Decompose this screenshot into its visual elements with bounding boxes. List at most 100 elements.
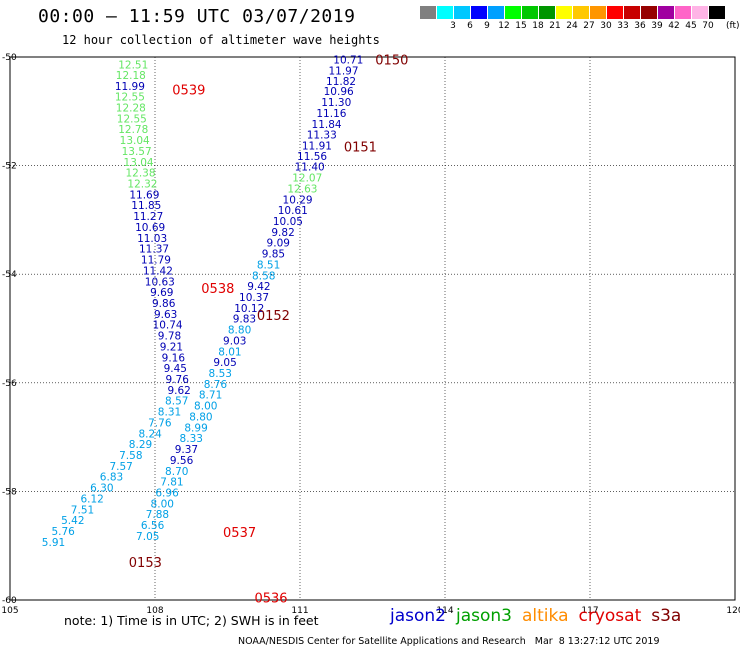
y-tick-label: -52 [2,162,17,172]
data-point-label-jason3: 12.18 [116,70,146,82]
color-scale-label: 45 [685,21,697,31]
x-tick-label: 105 [1,606,18,616]
legend: jason2 jason3 altika cryosat s3a [390,606,691,626]
data-point-label-jason3: 7.51 [71,504,94,516]
data-point-label-jason3: 7.57 [109,461,132,473]
data-point-label-jason2: 8.71 [199,390,222,402]
data-point-label-jason2: 6.96 [155,487,179,499]
color-scale-swatch [675,6,691,19]
data-point-label-jason2: 9.82 [271,227,294,239]
color-scale-label: 33 [617,21,629,31]
data-point-label-jason3: 13.04 [120,135,150,147]
data-point-label-jason2: 11.40 [295,162,325,174]
data-point-label-jason3: 11.27 [133,211,163,223]
data-point-label-jason3: 9.16 [162,352,186,364]
data-point-label-jason2: 6.56 [141,520,165,532]
pass-time-annotation: 0539 [172,84,205,99]
color-scale-label: 36 [634,21,646,31]
color-scale-swatch [607,6,623,19]
y-tick-label: -60 [2,596,17,606]
legend-item-s3a: s3a [651,606,682,626]
y-tick-label: -54 [2,270,17,280]
data-point-label-jason3: 7.76 [148,417,172,429]
data-point-label-jason3: 12.78 [118,124,148,136]
data-point-label-jason3: 11.99 [115,81,145,93]
data-point-label-jason2: 9.05 [213,357,236,369]
color-scale-label: 70 [702,21,714,31]
data-point-label-jason2: 8.01 [218,346,241,358]
data-point-label-jason2: 9.83 [233,314,256,326]
color-scale-label: 39 [651,21,663,31]
data-point-label-jason3: 6.30 [90,483,113,495]
data-point-label-jason2: 8.80 [189,411,212,423]
color-scale-swatch [641,6,657,19]
data-point-label-jason3: 9.45 [164,363,187,375]
data-point-label-jason2: 8.33 [180,433,203,445]
color-scale-swatch [658,6,674,19]
data-point-label-jason3: 10.74 [153,320,183,332]
data-point-label-jason2: 7.81 [160,477,183,489]
color-scale-label: 3 [450,21,456,31]
data-point-label-jason2: 11.30 [321,97,351,109]
color-scale-label: 24 [566,21,578,31]
data-point-label-jason2: 10.96 [324,86,354,98]
color-scale-swatch [454,6,470,19]
data-point-label-jason3: 12.28 [116,102,146,114]
data-point-label-jason2: 9.03 [223,335,246,347]
color-scale-label: 42 [668,21,680,31]
data-point-label-jason2: 9.09 [267,238,290,250]
pass-time-annotation: 0150 [375,54,408,69]
color-scale-swatch [437,6,453,19]
data-point-label-jason2: 11.82 [326,76,356,88]
data-point-label-jason3: 12.32 [127,179,157,191]
data-point-label-jason3: 10.63 [145,276,175,288]
plot-frame [9,56,736,601]
data-point-label-jason3: 6.83 [100,472,123,484]
data-point-label-jason2: 8.00 [194,401,217,413]
data-point-label-jason3: 8.24 [138,428,162,440]
data-point-label-jason2: 10.29 [283,194,313,206]
data-point-label-jason2: 8.99 [184,422,207,434]
data-point-label-jason2: 7.88 [146,509,169,521]
data-point-label-jason3: 9.78 [158,331,181,343]
color-scale-label: 15 [515,21,527,31]
x-tick-label: 111 [291,606,308,616]
data-point-label-jason3: 9.63 [154,309,177,321]
data-point-label-jason3: 12.51 [118,60,148,72]
y-tick-label: -56 [2,379,17,389]
data-point-label-jason2: 9.56 [170,455,194,467]
legend-item-jason2: jason2 [390,606,446,626]
data-point-label-jason2: 8.00 [151,498,174,510]
color-scale-swatch [709,6,725,19]
data-point-label-jason2: 11.16 [316,108,346,120]
color-scale-swatch [573,6,589,19]
color-scale-label: 18 [532,21,544,31]
data-point-label-jason2: 8.70 [165,466,188,478]
data-point-label-jason2: 9.42 [247,281,270,293]
data-point-label-jason2: 11.56 [297,151,327,163]
color-scale-swatch [471,6,487,19]
pass-time-annotation: 0538 [201,282,234,297]
color-scale-swatch [590,6,606,19]
x-tick-label: 120 [726,606,740,616]
data-point-label-jason2: 11.91 [302,141,332,153]
data-point-label-jason2: 9.37 [175,444,198,456]
x-tick-label: 108 [146,606,163,616]
y-tick-label: -58 [2,487,17,497]
data-point-label-jason2: 12.07 [292,173,322,185]
data-point-label-jason3: 9.86 [152,298,176,310]
chart-title: 00:00 – 11:59 UTC 03/07/2019 [38,6,356,27]
data-point-label-jason3: 11.03 [137,233,167,245]
color-scale-label: 21 [549,21,561,31]
data-point-label-jason3: 12.55 [115,92,145,104]
data-point-label-jason3: 5.42 [61,515,84,527]
data-point-label-jason2: 10.37 [239,292,269,304]
color-scale-swatch [556,6,572,19]
data-point-label-jason3: 9.69 [150,287,173,299]
x-tick-label: 114 [436,606,453,616]
pass-time-annotation: 0537 [223,526,256,541]
chart-subtitle: 12 hour collection of altimeter wave hei… [62,33,380,47]
x-tick-label: 117 [581,606,598,616]
pass-time-annotation: 0153 [129,556,162,571]
